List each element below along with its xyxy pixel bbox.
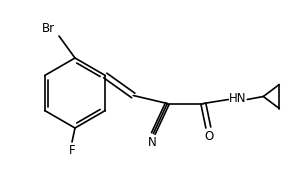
Text: HN: HN <box>229 92 246 105</box>
Text: Br: Br <box>41 21 55 35</box>
Text: N: N <box>148 136 157 149</box>
Text: F: F <box>69 143 75 157</box>
Text: O: O <box>205 130 214 143</box>
